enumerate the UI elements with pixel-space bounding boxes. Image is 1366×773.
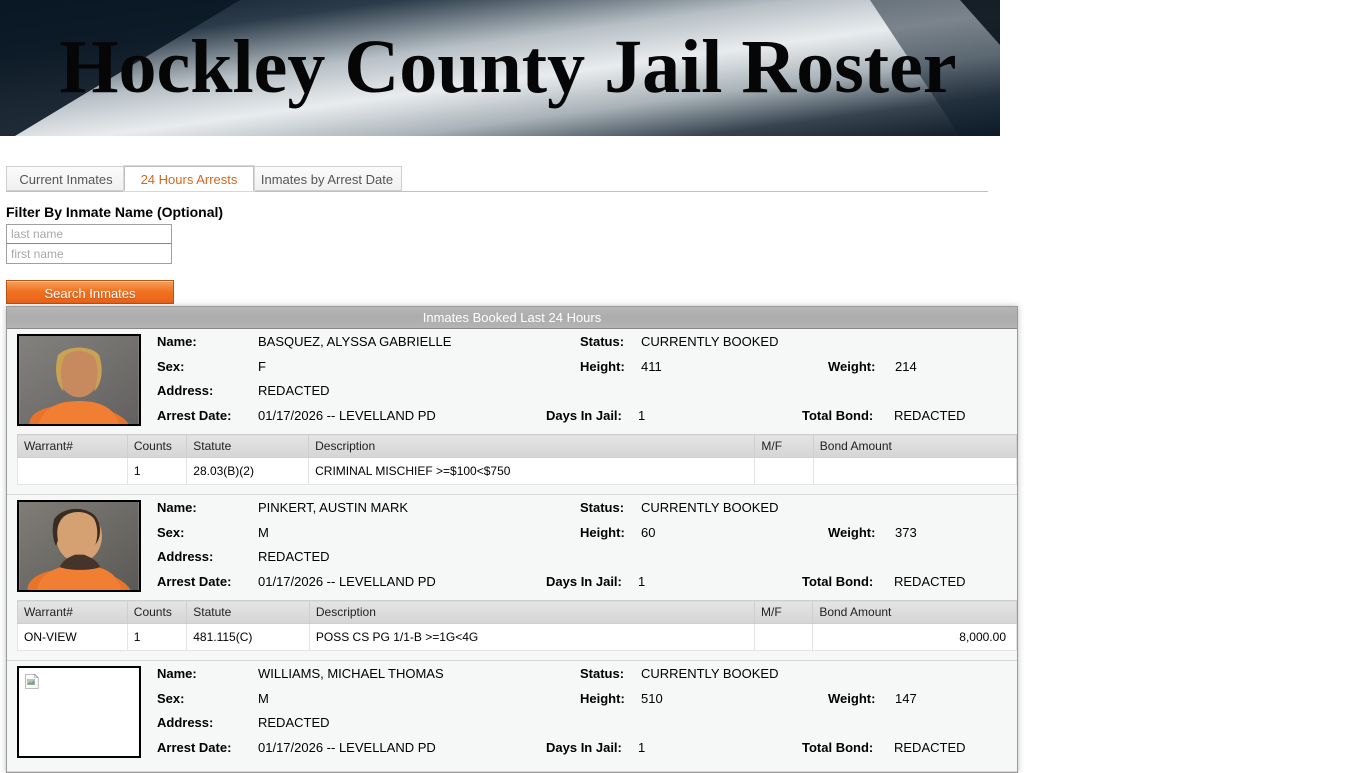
svg-text:Hockley County Jail Roster: Hockley County Jail Roster [59,25,956,109]
